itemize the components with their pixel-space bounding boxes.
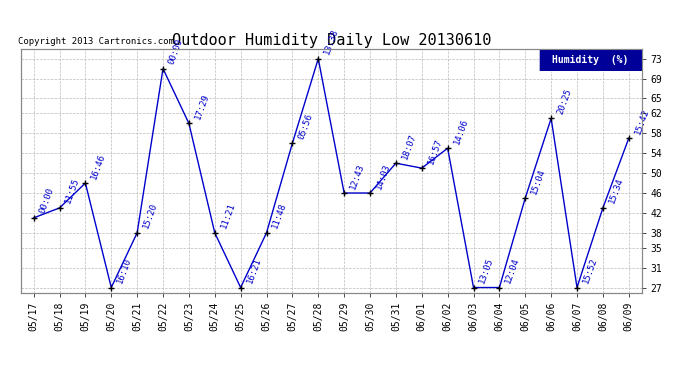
Text: 16:57: 16:57: [426, 137, 444, 165]
Text: 13:38: 13:38: [322, 28, 340, 56]
Text: 14:03: 14:03: [374, 162, 392, 190]
Text: Copyright 2013 Cartronics.com: Copyright 2013 Cartronics.com: [18, 38, 173, 46]
Text: 16:46: 16:46: [90, 152, 107, 180]
Text: 15:20: 15:20: [141, 202, 159, 230]
Text: 05:56: 05:56: [297, 112, 314, 141]
Text: 20:25: 20:25: [555, 87, 573, 116]
Text: 12:04: 12:04: [504, 256, 521, 285]
Text: 18:07: 18:07: [400, 132, 417, 160]
Text: 11:48: 11:48: [270, 202, 288, 230]
Text: 16:10: 16:10: [115, 256, 133, 285]
Text: 16:21: 16:21: [245, 256, 262, 285]
Text: 15:52: 15:52: [581, 256, 599, 285]
Text: 11:21: 11:21: [219, 202, 237, 230]
Text: 15:42: 15:42: [633, 107, 651, 135]
Title: Outdoor Humidity Daily Low 20130610: Outdoor Humidity Daily Low 20130610: [172, 33, 491, 48]
Text: 13:05: 13:05: [477, 256, 495, 285]
Text: 15:34: 15:34: [607, 177, 624, 205]
Text: 11:55: 11:55: [63, 177, 81, 205]
Text: 14:06: 14:06: [452, 117, 469, 146]
Text: 17:29: 17:29: [193, 92, 210, 121]
Text: 15:04: 15:04: [529, 167, 547, 195]
Text: 00:00: 00:00: [38, 187, 55, 215]
Text: 12:43: 12:43: [348, 162, 366, 190]
Text: 00:00: 00:00: [167, 38, 185, 66]
